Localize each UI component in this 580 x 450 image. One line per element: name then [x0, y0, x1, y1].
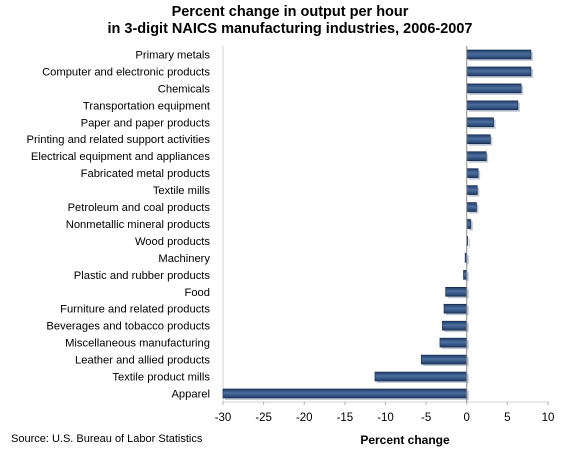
bar — [466, 185, 478, 195]
category-label: Wood products — [135, 236, 210, 248]
category-label: Computer and electronic products — [42, 66, 210, 78]
category-label: Plastic and rubber products — [74, 270, 211, 282]
bar — [466, 117, 494, 128]
x-tick-label: -25 — [255, 412, 272, 424]
chart-title-line-1: Percent change in output per hour — [171, 4, 409, 20]
bar — [466, 202, 477, 212]
bar — [466, 100, 519, 111]
x-tick-label: 0 — [464, 412, 470, 424]
x-tick-label: 10 — [542, 412, 555, 424]
bar — [374, 371, 468, 382]
bar — [466, 83, 522, 94]
category-label: Chemicals — [158, 83, 211, 95]
bar — [420, 354, 468, 365]
category-label: Electrical equipment and appliances — [31, 151, 211, 163]
category-label: Furniture and related products — [60, 304, 210, 316]
bar — [439, 337, 468, 348]
x-tick-label: -30 — [215, 412, 232, 424]
x-axis-label: Percent change — [360, 433, 450, 447]
category-label: Transportation equipment — [83, 100, 211, 112]
bar — [466, 134, 491, 145]
bar — [442, 320, 468, 331]
category-label: Primary metals — [135, 49, 210, 61]
chart-title-line-2: in 3-digit NAICS manufacturing industrie… — [107, 21, 473, 37]
bar — [466, 151, 487, 161]
bar-shadow — [467, 255, 469, 265]
category-label: Paper and paper products — [81, 117, 211, 129]
category-label: Machinery — [158, 253, 210, 265]
category-label: Apparel — [171, 388, 210, 400]
x-tick-label: -10 — [377, 412, 394, 424]
chart-title: Percent change in output per hour in 3-d… — [0, 4, 580, 38]
category-label: Beverages and tobacco products — [46, 321, 210, 333]
x-tick-label: -20 — [296, 412, 313, 424]
category-label: Miscellaneous manufacturing — [65, 338, 210, 350]
bar — [466, 219, 472, 229]
category-label: Textile mills — [153, 185, 211, 197]
bar-shadow — [468, 238, 470, 248]
category-label: Fabricated metal products — [81, 168, 211, 180]
bar — [443, 303, 468, 314]
category-label: Textile product mills — [112, 372, 210, 384]
x-tick-label: -15 — [337, 412, 354, 424]
bar — [222, 388, 468, 399]
category-label: Leather and allied products — [75, 355, 210, 367]
bar — [466, 168, 479, 178]
bar — [445, 286, 468, 297]
source-note: Source: U.S. Bureau of Labor Statistics — [11, 433, 203, 445]
category-label: Food — [185, 287, 211, 299]
bar — [466, 66, 532, 77]
category-label: Printing and related support activities — [27, 134, 211, 146]
x-tick-label: 5 — [504, 412, 510, 424]
x-tick-label: -5 — [421, 412, 431, 424]
bar — [466, 49, 532, 60]
category-label: Nonmetallic mineral products — [66, 219, 211, 231]
category-label: Petroleum and coal products — [68, 202, 211, 214]
